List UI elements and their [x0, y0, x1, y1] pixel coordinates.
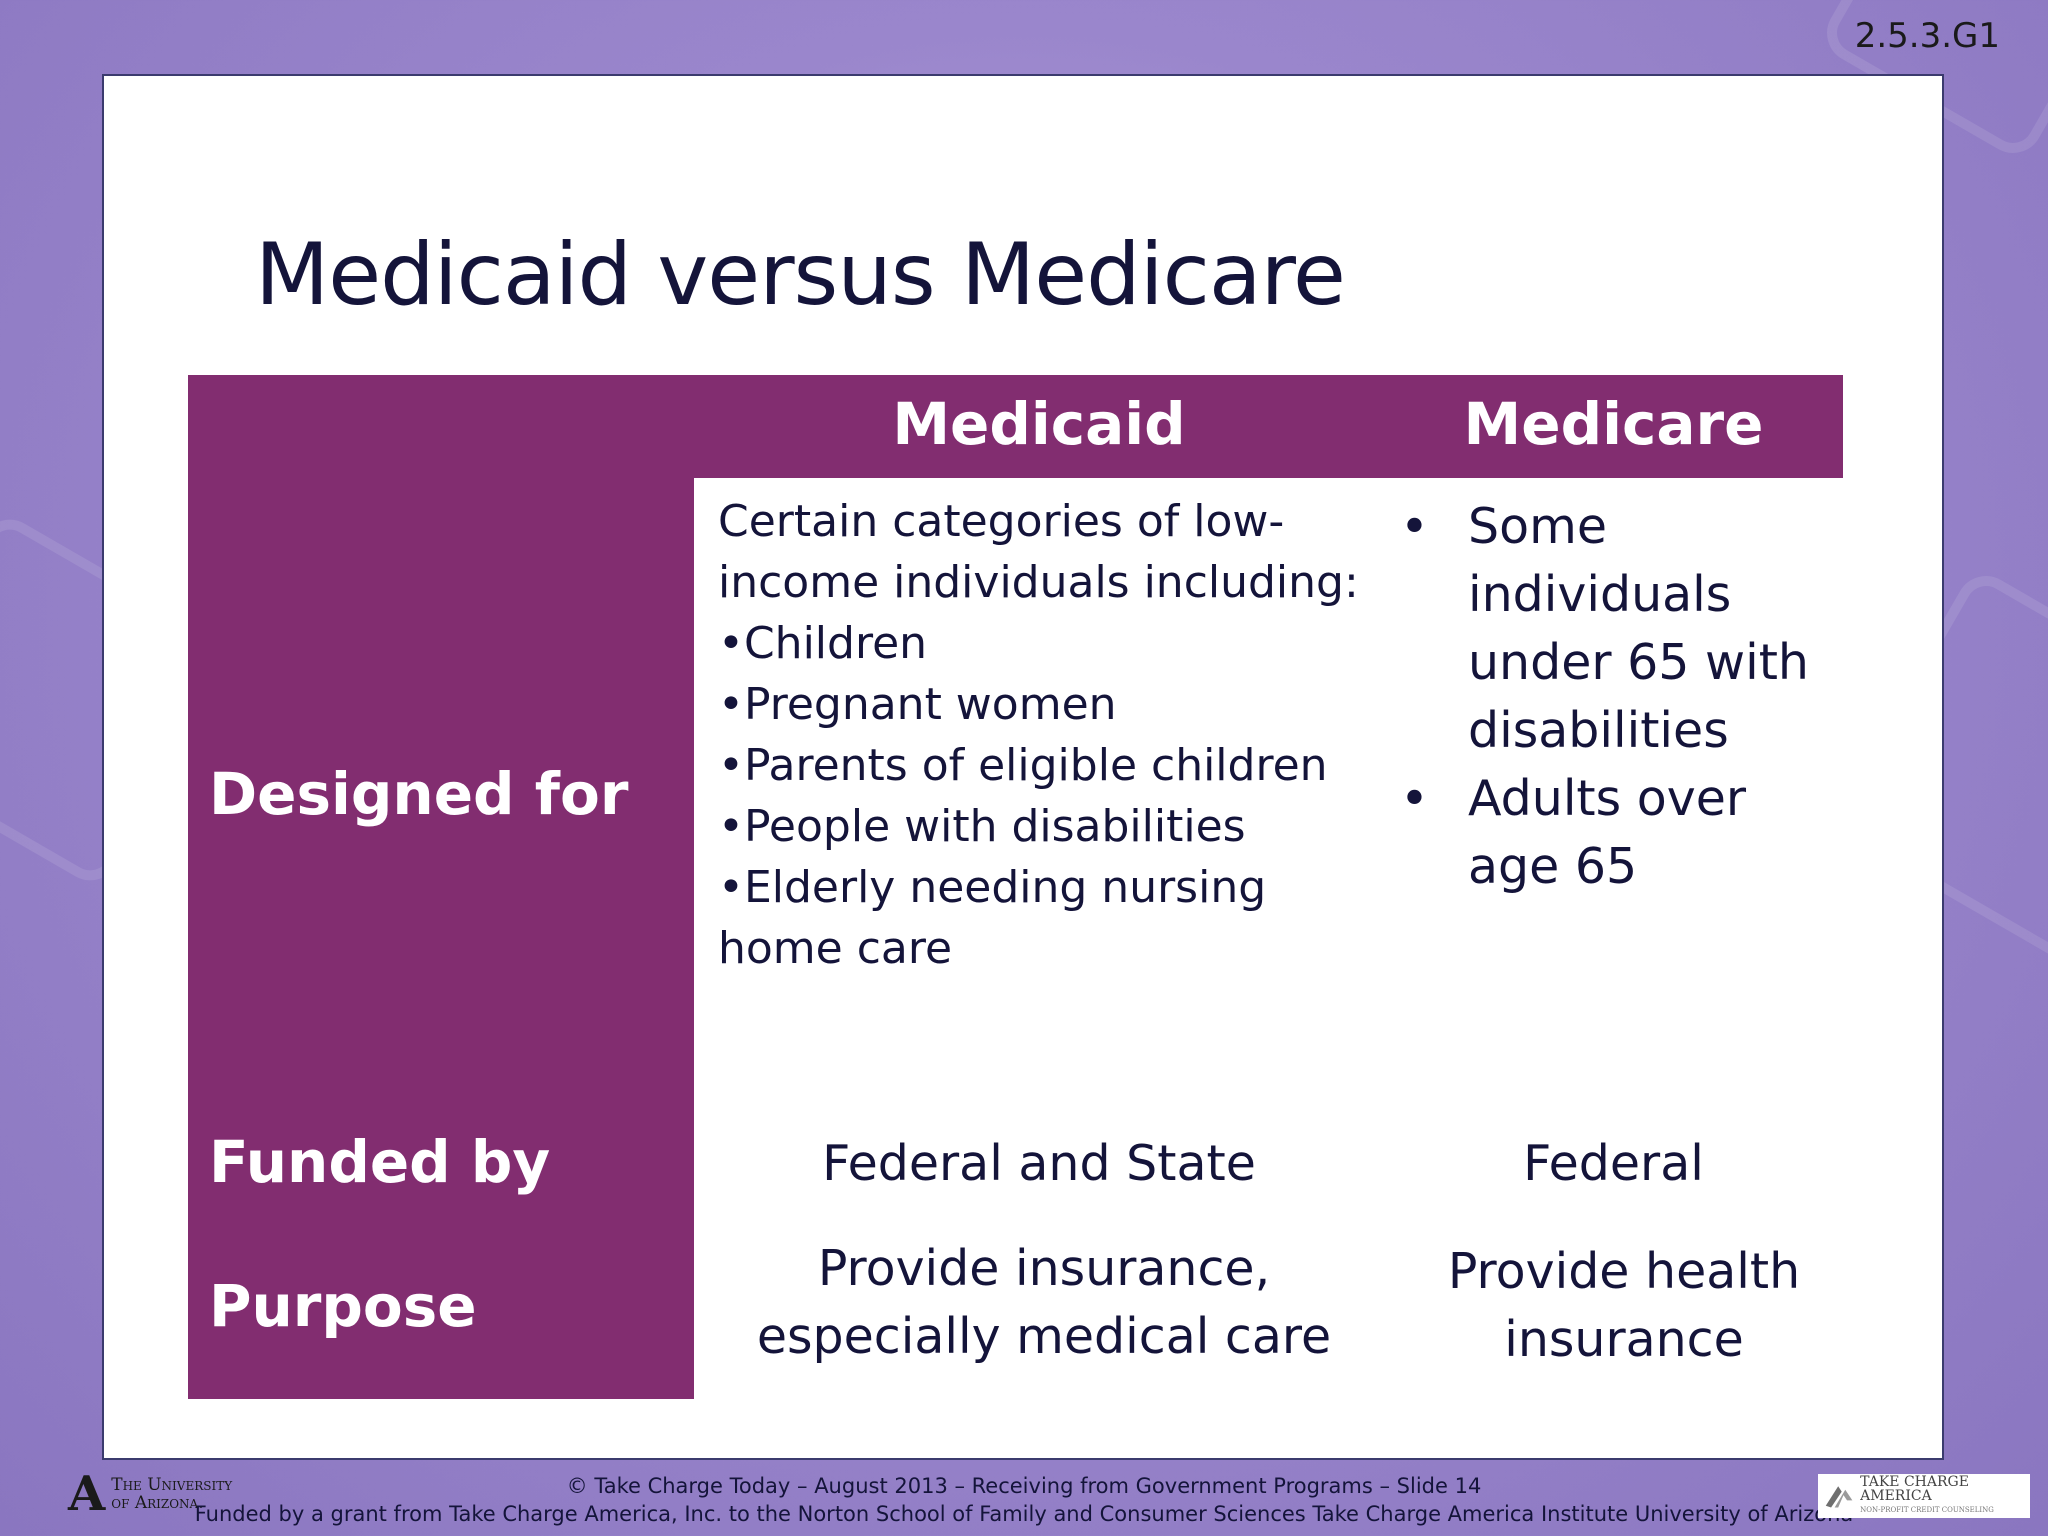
column-header-medicaid: Medicaid — [892, 390, 1186, 458]
tca-swoosh-icon — [1825, 1486, 1853, 1508]
cell-line: Provide health — [1447, 1243, 1801, 1300]
cell-line: Adults over — [1468, 770, 1747, 827]
cell-line: •People with disabilities — [718, 801, 1246, 852]
medicare-designed-for-cell: • Some individuals under 65 with disabil… — [1400, 493, 1809, 901]
list-item: • Adults over age 65 — [1400, 765, 1809, 901]
cell-line: •Elderly needing nursing — [718, 862, 1267, 913]
cell-line: •Children — [718, 618, 928, 669]
list-item: • Some individuals under 65 with disabil… — [1400, 493, 1809, 765]
cell-line: individuals — [1468, 566, 1732, 623]
cell-line: home care — [718, 923, 953, 974]
slide-title: Medicaid versus Medicare — [255, 225, 1346, 325]
cell-line: •Parents of eligible children — [718, 740, 1328, 791]
row-label-designed-for: Designed for — [209, 760, 629, 828]
column-header-band — [694, 375, 1843, 478]
tca-logo-name: TAKE CHARGE AMERICA — [1860, 1474, 1969, 1504]
cell-line: •Pregnant women — [718, 679, 1117, 730]
row-label-funded-by: Funded by — [209, 1128, 551, 1196]
cell-line: insurance — [1504, 1311, 1744, 1368]
cell-line: Some — [1468, 498, 1607, 555]
medicaid-funded-by-cell: Federal and State — [822, 1135, 1256, 1192]
university-of-arizona-logo: A The University of Arizona. — [68, 1470, 232, 1518]
medicare-purpose-cell: Provide health insurance — [1384, 1238, 1864, 1374]
row-header-column — [188, 375, 694, 1399]
bullet: • — [1400, 770, 1429, 827]
ua-logo-line: of Arizona. — [111, 1493, 204, 1513]
tca-logo-tagline: NON-PROFIT CREDIT COUNSELING — [1860, 1506, 1994, 1514]
row-label-purpose: Purpose — [209, 1272, 477, 1340]
cell-line: under 65 with — [1468, 634, 1809, 691]
cell-line: age 65 — [1468, 838, 1638, 895]
footer-copyright: © Take Charge Today – August 2013 – Rece… — [566, 1474, 1482, 1498]
cell-line: Certain categories of low- — [718, 496, 1285, 547]
column-header-medicare: Medicare — [1463, 390, 1764, 458]
ua-logo-line: The University — [111, 1475, 233, 1495]
bullet: • — [1400, 498, 1429, 555]
take-charge-america-logo: TAKE CHARGE AMERICA NON-PROFIT CREDIT CO… — [1818, 1474, 2030, 1518]
medicaid-purpose-cell: Provide insurance, especially medical ca… — [694, 1235, 1394, 1371]
medicaid-designed-for-cell: Certain categories of low- income indivi… — [718, 491, 1359, 979]
slide-id: 2.5.3.G1 — [1854, 16, 2000, 56]
cell-line: income individuals including: — [718, 557, 1359, 608]
ua-a-icon: A — [68, 1466, 106, 1522]
medicare-funded-by-cell: Federal — [1523, 1135, 1704, 1192]
cell-line: especially medical care — [756, 1308, 1332, 1365]
cell-line: Provide insurance, — [817, 1240, 1271, 1297]
cell-line: disabilities — [1468, 702, 1729, 759]
footer-funding: Funded by a grant from Take Charge Ameri… — [194, 1502, 1854, 1526]
